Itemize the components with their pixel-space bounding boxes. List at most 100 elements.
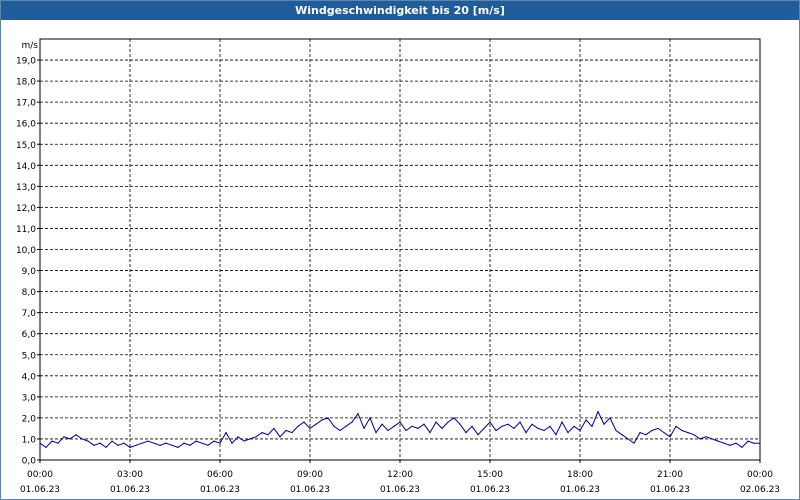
data-point [513,427,515,430]
data-point [165,442,167,444]
data-point [471,425,473,427]
x-tick-time: 06:00 [207,470,233,480]
data-point [303,421,305,423]
y-tick-label: 14,0 [16,162,36,172]
y-tick-label: 9,0 [22,267,37,277]
data-point [759,442,761,444]
data-point [375,432,377,434]
data-point [615,429,617,432]
data-point [717,440,719,442]
data-point [39,442,41,444]
data-point [453,417,455,419]
y-tick-label: 1,0 [22,435,37,445]
grid [40,39,760,460]
data-point [663,432,665,434]
data-point [729,444,731,446]
data-point [705,436,707,438]
data-point [657,427,659,430]
data-point [363,427,365,430]
data-point [57,442,59,444]
data-point [129,446,131,448]
x-tick-time: 12:00 [387,470,413,480]
data-point [477,434,479,436]
y-tick-label: 13,0 [16,183,36,193]
x-axis-ticks: 00:00 01.06.23 03:00 01.06.23 06:00 01.06.23 0… [20,460,780,495]
data-point [753,442,755,444]
y-tick-label: 2,0 [22,414,37,424]
data-point [585,419,587,421]
data-point [519,421,521,423]
data-point [531,423,533,425]
x-tick-date: 01.06.23 [650,485,690,495]
data-point [687,432,689,434]
data-point [123,442,125,444]
x-tick-date: 01.06.23 [560,485,600,495]
data-point [315,423,317,425]
x-tick-date: 01.06.23 [290,485,330,495]
data-point [63,436,65,438]
data-point [627,438,629,440]
data-point [327,417,329,419]
data-point [393,425,395,427]
data-point [495,429,497,432]
data-point [111,440,113,442]
data-point [579,429,581,432]
data-point [447,421,449,423]
data-point [567,432,569,434]
data-point [483,427,485,430]
data-point [681,429,683,432]
y-tick-label: 0,0 [22,457,37,467]
data-point [51,440,53,442]
data-point [321,419,323,421]
data-point [219,442,221,444]
data-point [153,442,155,444]
data-point [747,440,749,442]
data-point [93,444,95,446]
data-point [147,440,149,442]
data-point [429,432,431,434]
y-tick-label: 18,0 [16,78,36,88]
data-point [225,432,227,434]
x-tick-time: 21:00 [657,470,683,480]
data-point [573,425,575,427]
y-axis-label: m/s [22,41,39,51]
data-point [297,425,299,427]
x-tick-time: 00:00 [747,470,773,480]
data-point [243,440,245,442]
data-point [267,434,269,436]
data-point [189,444,191,446]
y-tick-label: 7,0 [22,309,37,319]
data-point [177,446,179,448]
data-point [693,434,695,436]
data-point [87,440,89,442]
data-point [117,444,119,446]
data-point [171,444,173,446]
data-point [591,425,593,427]
data-point [105,446,107,448]
x-tick-date: 01.06.23 [470,485,510,495]
data-point [423,423,425,425]
x-tick-date: 01.06.23 [380,485,420,495]
x-tick-time: 18:00 [567,470,593,480]
data-point [645,434,647,436]
data-point [675,425,677,427]
data-point [285,429,287,432]
x-tick-time: 09:00 [297,470,323,480]
data-point [603,423,605,425]
data-point [213,440,215,442]
data-point [501,425,503,427]
chart-title: Windgeschwindigkeit bis 20 [m/s] [1,1,799,20]
data-point [369,417,371,419]
data-point [711,438,713,440]
data-point [291,432,293,434]
data-point [135,444,137,446]
y-tick-label: 16,0 [16,120,36,130]
y-tick-label: 11,0 [16,225,36,235]
data-point [345,425,347,427]
data-points [39,410,761,448]
data-point [699,438,701,440]
data-point [441,427,443,430]
data-point [537,427,539,430]
y-axis-ticks: 0,0 1,0 2,0 3,0 4,0 5,0 6,0 7,0 8,0 9,0 10,0 11,0 12… [16,57,40,467]
